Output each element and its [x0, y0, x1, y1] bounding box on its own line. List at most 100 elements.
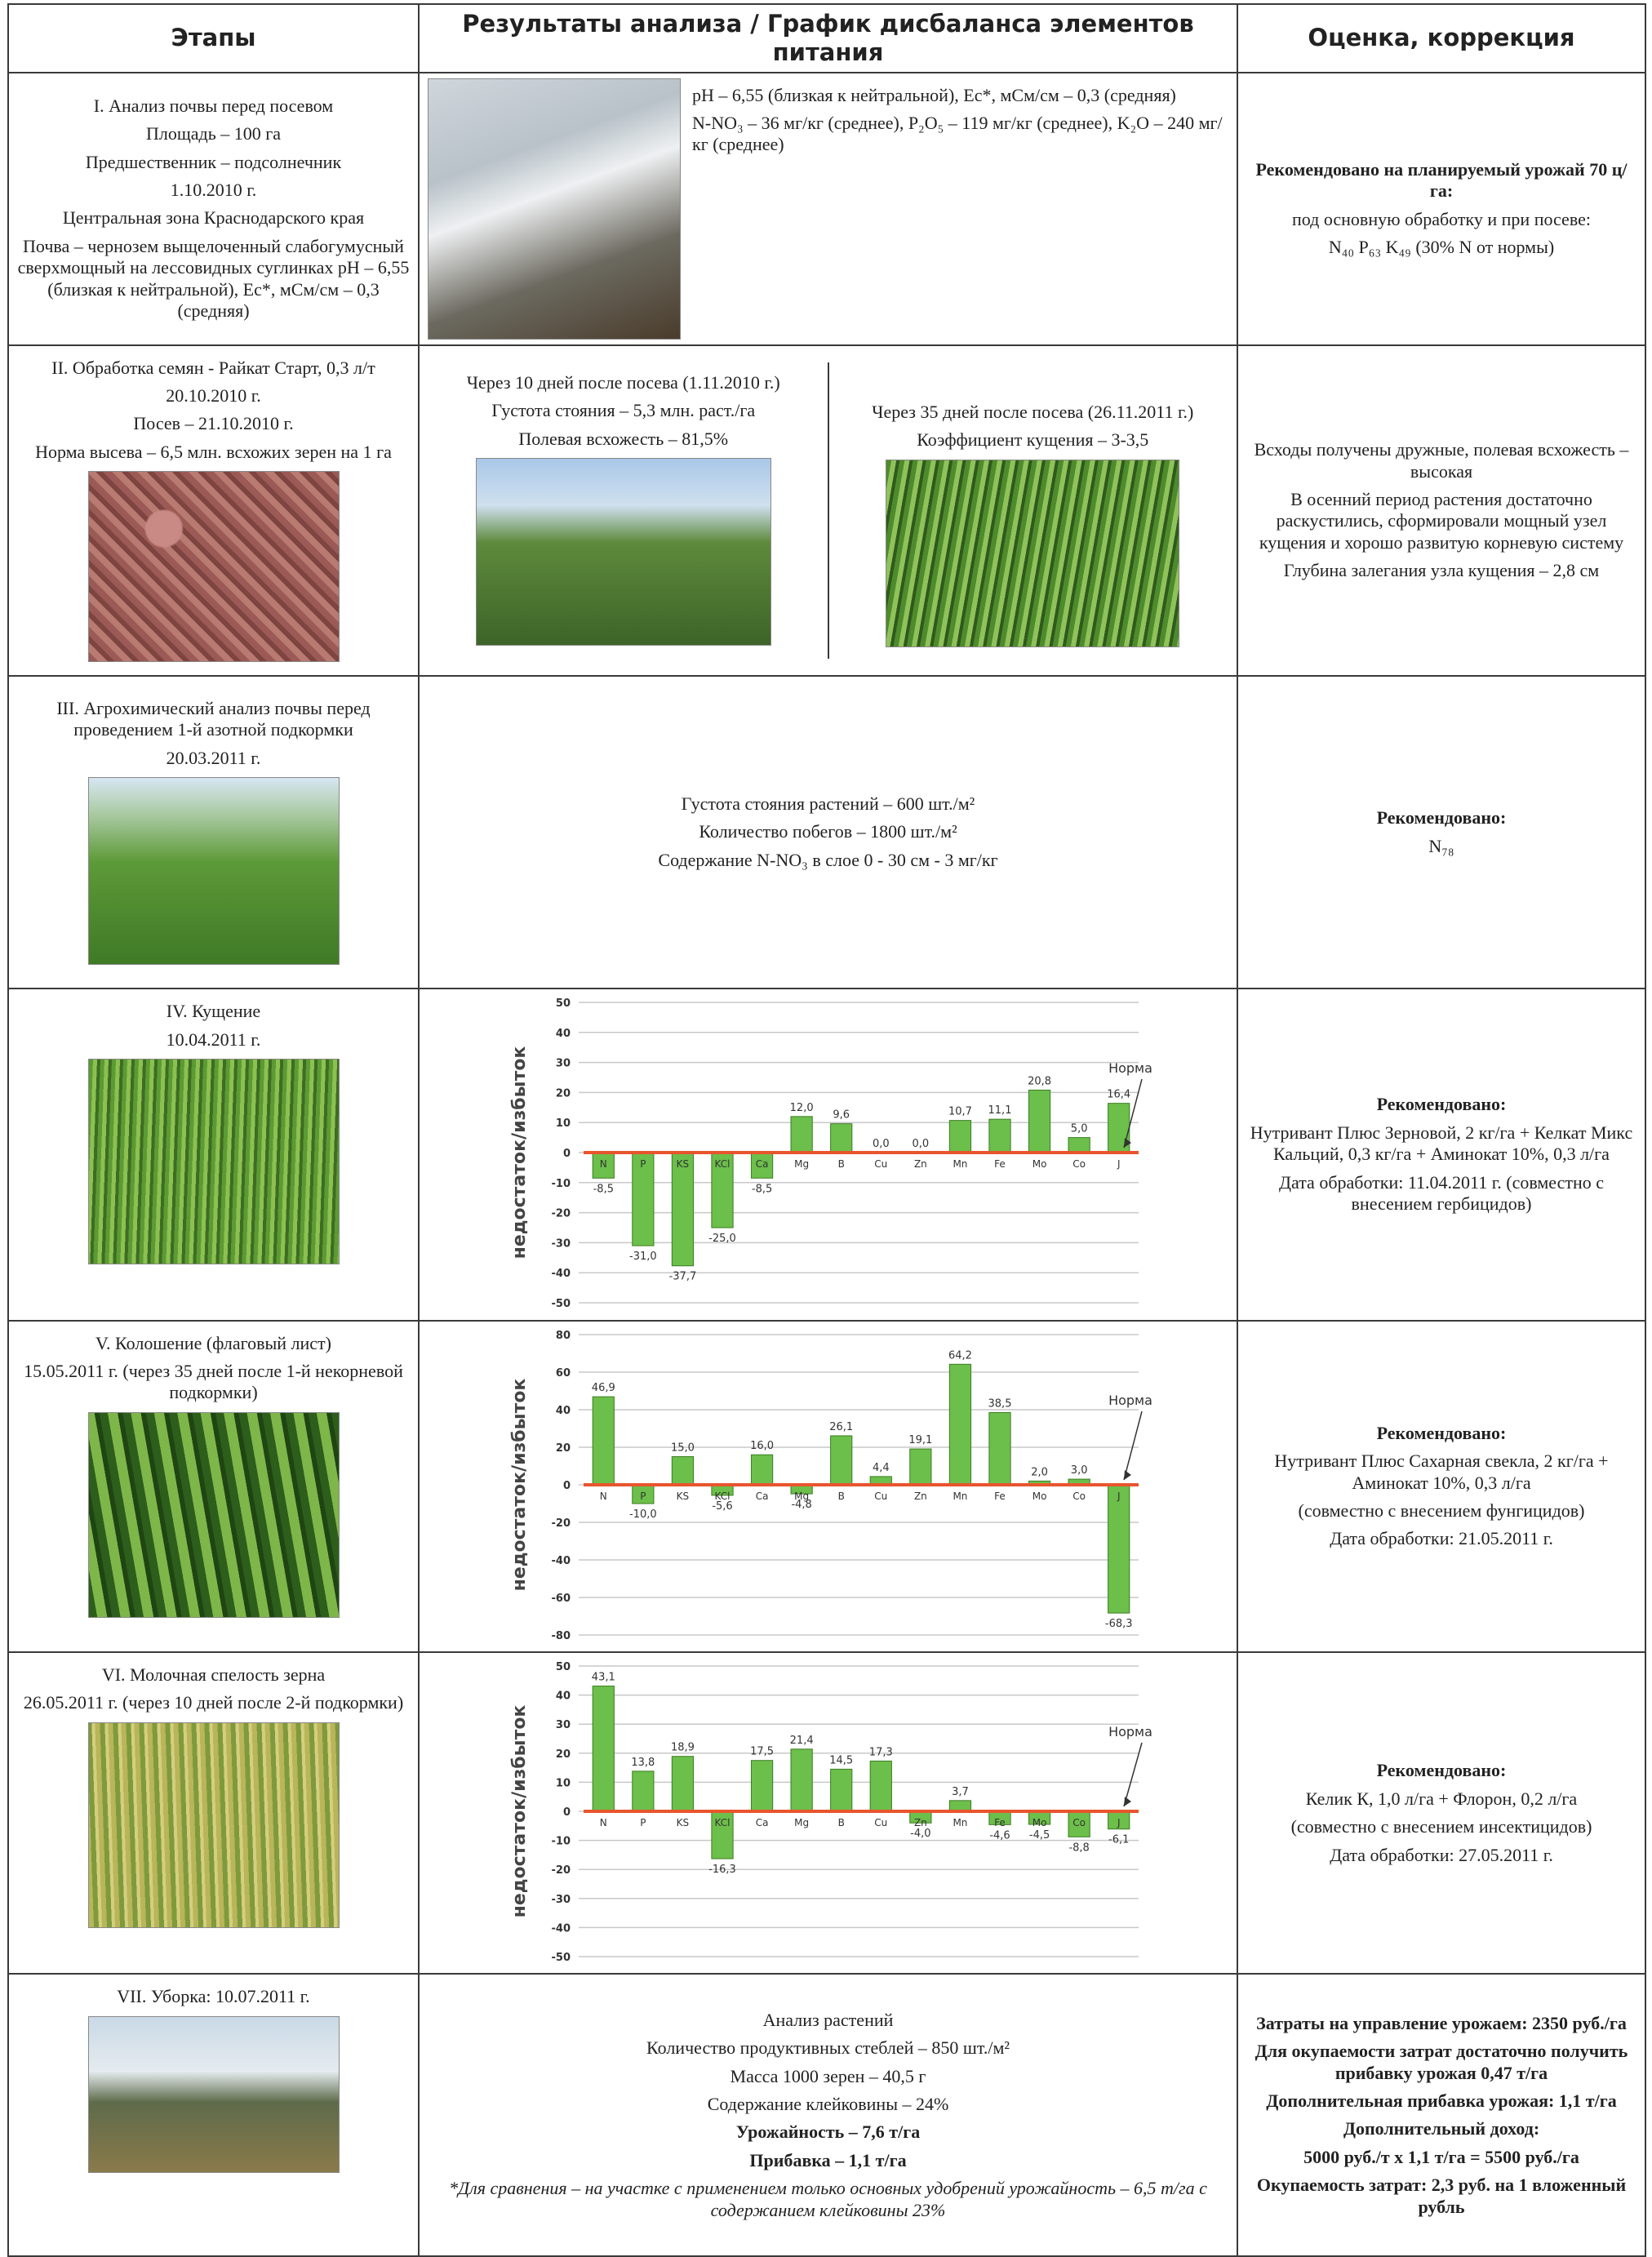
value-label: 13,8 — [631, 1757, 655, 1769]
results-split: Через 10 дней после посева (1.11.2010 г.… — [420, 362, 1236, 659]
x-tick-label: KS — [676, 1158, 689, 1170]
x-tick-label: Mo — [1032, 1817, 1046, 1828]
x-tick-label: Mg — [794, 1491, 809, 1502]
x-tick-label: Cu — [874, 1158, 887, 1170]
paragraph: Рекомендовано: — [1376, 1094, 1507, 1115]
y-tick-label: 80 — [555, 1330, 570, 1342]
x-tick-label: KCl — [714, 1491, 730, 1502]
paragraph: Количество продуктивных стеблей – 850 шт… — [646, 2037, 1010, 2059]
bar — [592, 1152, 615, 1179]
annotation-arrow — [1122, 1078, 1143, 1148]
bar — [592, 1396, 615, 1486]
stage-text: V. Колошение (флаговый лист) 15.05.2011 г… — [17, 1333, 410, 1404]
y-tick-label: -40 — [551, 1922, 571, 1935]
bar — [631, 1152, 654, 1246]
y-tick-label: 40 — [555, 1405, 570, 1417]
paragraph: Через 10 дней после посева (1.11.2010 г.… — [466, 371, 780, 393]
x-tick-label: B — [837, 1491, 844, 1502]
x-tick-label: N — [599, 1158, 606, 1170]
value-label: -4,8 — [791, 1499, 811, 1511]
value-label: -8,5 — [593, 1183, 613, 1195]
x-tick-label: Fe — [994, 1158, 1006, 1170]
value-label: 0,0 — [872, 1138, 889, 1150]
y-tick-label: 0 — [562, 1806, 570, 1819]
row: VI. Молочная спелость зерна 26.05.2011 г.… — [7, 1651, 1646, 1975]
paragraph: (совместно с внесением фунгицидов) — [1298, 1499, 1585, 1521]
bar — [750, 1454, 773, 1486]
y-tick-label: 20 — [555, 1088, 570, 1100]
arrow-head — [1123, 1138, 1131, 1148]
value-label: -10,0 — [629, 1508, 657, 1521]
x-tick-label: Mn — [953, 1491, 967, 1502]
x-tick-label: P — [640, 1817, 646, 1828]
header: Результаты анализа / График дисбаланса э… — [418, 3, 1238, 73]
y-axis-label: недостаток/избыток — [509, 1378, 530, 1591]
value-label: 15,0 — [670, 1442, 694, 1454]
x-tick-label: Co — [1072, 1158, 1086, 1170]
annotation-arrow — [1122, 1742, 1143, 1807]
paragraph: Коэффициент кущения – 3-3,5 — [917, 429, 1149, 451]
photo — [87, 1058, 340, 1264]
stage-cell: II. Обработка семян - Райкат Старт, 0,3 … — [7, 344, 420, 678]
paragraph: Дата обработки: 27.05.2011 г. — [1330, 1844, 1553, 1865]
paragraph: V. Колошение (флаговый лист) — [95, 1332, 331, 1353]
y-tick-label: 0 — [562, 1148, 570, 1160]
x-tick-label: N — [599, 1491, 606, 1502]
x-tick-label: Zn — [913, 1491, 926, 1502]
x-tick-label: Co — [1072, 1817, 1086, 1828]
paragraph: Густота стояния растений – 600 шт./м² — [681, 793, 975, 815]
y-tick-label: 20 — [555, 1442, 570, 1455]
bar — [750, 1760, 773, 1812]
stage-text: IV. Кущение 10.04.2011 г. — [17, 1001, 410, 1051]
y-tick-label: 40 — [555, 1028, 570, 1040]
paragraph: Рекомендовано на планируемый урожай 70 ц… — [1255, 158, 1628, 202]
y-tick-label: -20 — [551, 1517, 571, 1530]
photo — [87, 471, 340, 663]
bar — [1028, 1090, 1050, 1153]
x-tick-label: N — [599, 1817, 606, 1828]
paragraph: Центральная зона Краснодарского края — [62, 207, 365, 229]
bar — [790, 1748, 813, 1812]
value-label: 5,0 — [1070, 1123, 1087, 1135]
x-tick-label: Mg — [794, 1817, 809, 1828]
value-label: -8,5 — [751, 1183, 771, 1195]
paragraph: I. Анализ почвы перед посевом — [93, 95, 334, 116]
stage-cell: IV. Кущение 10.04.2011 г. — [7, 988, 420, 1322]
value-label: -6,1 — [1108, 1834, 1129, 1846]
paragraph: Окупаемость затрат: 2,3 руб. на 1 вложен… — [1256, 2175, 1627, 2217]
paragraph: (совместно с внесением инсектицидов) — [1290, 1816, 1592, 1837]
stage-text: VII. Уборка: 10.07.2011 г. — [17, 1986, 410, 2007]
results-block: pH – 6,55 (близкая к нейтральной), Ec*, … — [428, 78, 1228, 340]
bar — [1068, 1137, 1090, 1153]
chart-cell: -80 -60 -40 -20 0 20 40 60 80 недостаток/избыток N… — [418, 1319, 1238, 1653]
value-label: 64,2 — [948, 1349, 971, 1362]
x-tick-label: Mn — [953, 1158, 967, 1170]
chart: -50 -40 -30 -20 -10 0 10 20 30 40 50 недостаток/изб… — [509, 1661, 1152, 1964]
results-cell: pH – 6,55 (близкая к нейтральной), Ec*, … — [418, 71, 1238, 346]
paragraph: Глубина залегания узла кущения – 2,8 см — [1283, 560, 1600, 581]
value-label: -37,7 — [668, 1271, 696, 1283]
value-label: -68,3 — [1104, 1618, 1132, 1630]
value-label: -8,8 — [1068, 1842, 1089, 1854]
bar — [988, 1118, 1011, 1153]
y-tick-label: 10 — [555, 1117, 570, 1130]
paragraph: IV. Кущение — [166, 1001, 261, 1022]
value-label: 11,1 — [988, 1104, 1011, 1117]
x-tick-label: Mo — [1032, 1158, 1046, 1170]
value-label: 3,0 — [1070, 1464, 1087, 1477]
assessment-cell: Рекомендовано: Нутривант Плюс Сахарная св… — [1237, 1319, 1646, 1653]
y-tick-label: -50 — [551, 1952, 571, 1964]
y-tick-label: 20 — [555, 1748, 570, 1761]
row: V. Колошение (флаговый лист) 15.05.2011 г… — [7, 1319, 1646, 1653]
value-label: 16,0 — [750, 1440, 774, 1452]
value-label: 38,5 — [988, 1397, 1011, 1410]
value-label: 3,7 — [952, 1786, 969, 1798]
paragraph: Дата обработки: 11.04.2011 г. (совместно… — [1278, 1171, 1605, 1214]
bar — [1068, 1810, 1090, 1837]
y-tick-label: 30 — [555, 1058, 570, 1070]
paragraph: 1.10.2010 г. — [170, 180, 257, 200]
x-tick-label: Mg — [794, 1158, 809, 1170]
y-axis-label: недостаток/избыток — [509, 1705, 530, 1918]
y-tick-label: -30 — [551, 1894, 571, 1906]
